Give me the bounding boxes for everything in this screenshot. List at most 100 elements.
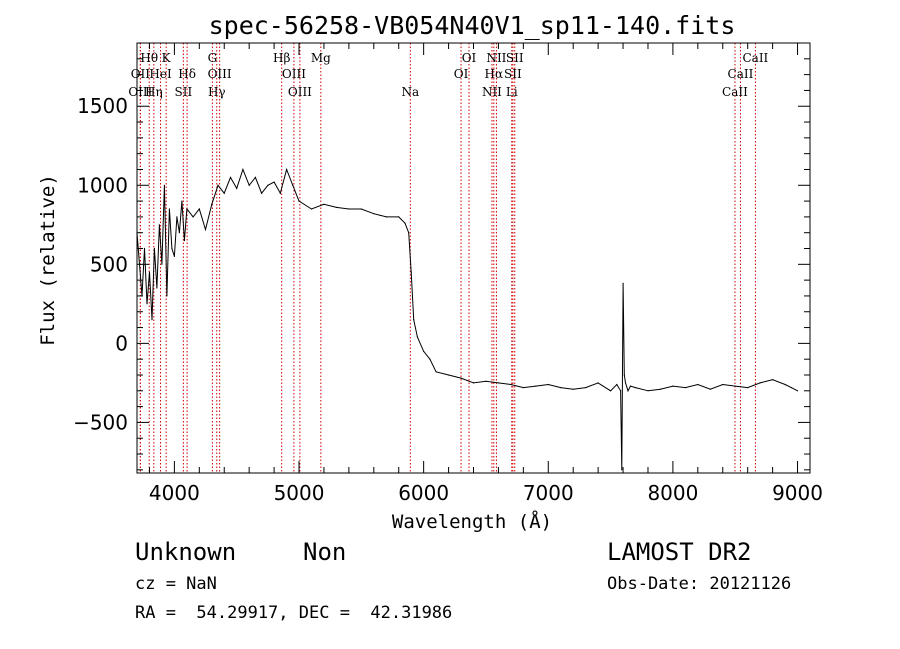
- series-layer: [136, 167, 799, 471]
- spectrum-point: [161, 263, 163, 265]
- spectrum-point: [360, 208, 362, 210]
- spectrum-point: [634, 387, 637, 389]
- x-tick-label: 4000: [149, 481, 200, 505]
- spectral-line-label: OIII: [282, 67, 306, 81]
- spectrum-point: [267, 184, 269, 186]
- spectral-line-label: HeI: [149, 67, 172, 81]
- spectrum-point: [659, 388, 662, 390]
- x-tick-label: 6000: [398, 481, 449, 505]
- x-tick-label: 5000: [274, 481, 325, 505]
- spectrum-point: [413, 319, 415, 321]
- spectrum-point: [335, 206, 337, 208]
- spectrum-point: [186, 208, 188, 210]
- spectrum-point: [151, 319, 153, 321]
- spectrum-point: [616, 383, 618, 386]
- spectrum-point: [535, 385, 537, 387]
- spectrum-point: [286, 168, 288, 171]
- spectrum-point: [292, 184, 294, 186]
- spectrum-point: [146, 303, 148, 305]
- spectrum-point: [310, 208, 313, 210]
- spectrum-point: [163, 184, 165, 186]
- spectrum-point: [211, 203, 213, 205]
- spectrum-point: [472, 382, 475, 384]
- spectral-line-label: OIII: [288, 85, 312, 99]
- spectral-line-markers: [139, 43, 756, 473]
- spectral-line-label: Hα: [485, 67, 504, 81]
- y-tick-label: 500: [90, 252, 128, 276]
- spectrum-point: [204, 228, 207, 231]
- spectrum-point: [279, 192, 281, 194]
- spectral-line-label: CaII: [742, 51, 768, 65]
- spectrum-point: [148, 271, 151, 273]
- spectrum-point: [385, 216, 387, 218]
- spectrum-point: [497, 382, 499, 384]
- survey-label: LAMOST DR2: [607, 538, 752, 566]
- spectrum-point: [623, 374, 625, 376]
- spectrum-point: [298, 200, 300, 202]
- spectrum-point: [242, 168, 244, 171]
- spectrum-point: [759, 382, 761, 384]
- spectrum-point: [348, 208, 350, 210]
- spectrum-point: [181, 200, 183, 202]
- spectrum-point: [624, 382, 627, 384]
- spectrum-point: [629, 385, 632, 387]
- spectrum-point: [178, 232, 180, 234]
- spectrum-point: [485, 380, 487, 382]
- spectral-line-label: CaII: [728, 67, 754, 81]
- spectrum-point: [684, 387, 687, 389]
- spectral-line-label: OIII: [208, 67, 232, 81]
- spectrum-line: [136, 167, 798, 470]
- spectral-line-label: Hδ: [178, 67, 196, 81]
- spectrum-point: [323, 203, 325, 205]
- spectrum-point: [429, 358, 431, 360]
- spectrum-point: [547, 383, 549, 386]
- spectrum-point: [610, 390, 612, 392]
- spectrum-point: [176, 216, 178, 218]
- y-tick-label: 0: [115, 331, 128, 355]
- spectrum-point: [435, 371, 437, 373]
- spectral-line-label: SII: [504, 67, 522, 81]
- spectrum-point: [510, 383, 512, 386]
- y-tick-label: 1500: [77, 94, 128, 118]
- spectrum-point: [597, 382, 599, 384]
- spectrum-point: [460, 377, 462, 379]
- spectral-line-label: NII: [482, 85, 502, 99]
- spectral-line-label: SII: [506, 51, 524, 65]
- spectrum-point: [416, 336, 418, 338]
- spectrum-point: [217, 184, 219, 186]
- spectrum-point: [156, 287, 158, 289]
- spectrum-point: [254, 176, 256, 178]
- x-tick-label: 8000: [647, 481, 698, 505]
- spectrum-point: [404, 222, 406, 224]
- spectral-line-label: SII: [175, 85, 193, 99]
- spectrum-point: [261, 192, 263, 194]
- spectrum-point: [784, 383, 786, 386]
- spectrum-point: [622, 282, 624, 284]
- spectral-line-label: NII: [486, 51, 506, 65]
- chart-title: spec-56258-VB054N40V1_sp11-140.fits: [209, 11, 736, 40]
- spectral-line-label: CaII: [722, 85, 748, 99]
- axis-ticks: [137, 43, 810, 473]
- cz-value: cz = NaN: [135, 574, 217, 594]
- spectral-line-label: K: [162, 51, 172, 65]
- spectrum-point: [734, 385, 736, 387]
- spectrum-point: [647, 390, 649, 392]
- spectrum-point: [171, 247, 173, 250]
- plot-frame: [136, 42, 811, 474]
- spectrum-point: [398, 216, 400, 218]
- spectral-line-label: OI: [454, 67, 469, 81]
- spectrum-point: [423, 350, 425, 352]
- axis-tick-labels: 4000 5000 6000 7000 8000 9000 −500 0 500 1000 1500: [73, 94, 823, 505]
- spectral-line-label: OIII: [128, 85, 152, 99]
- spectral-line-label: Na: [401, 85, 419, 99]
- spectrum-point: [560, 387, 562, 389]
- spectral-line-label: Hη: [145, 85, 163, 99]
- class-label: Unknown: [135, 538, 237, 566]
- spectrum-point: [223, 192, 225, 194]
- spectrum-point: [709, 388, 711, 390]
- spectral-line-label: OII: [131, 67, 151, 81]
- spectral-line-label: Hβ: [273, 51, 290, 65]
- spectrum-point: [229, 176, 232, 178]
